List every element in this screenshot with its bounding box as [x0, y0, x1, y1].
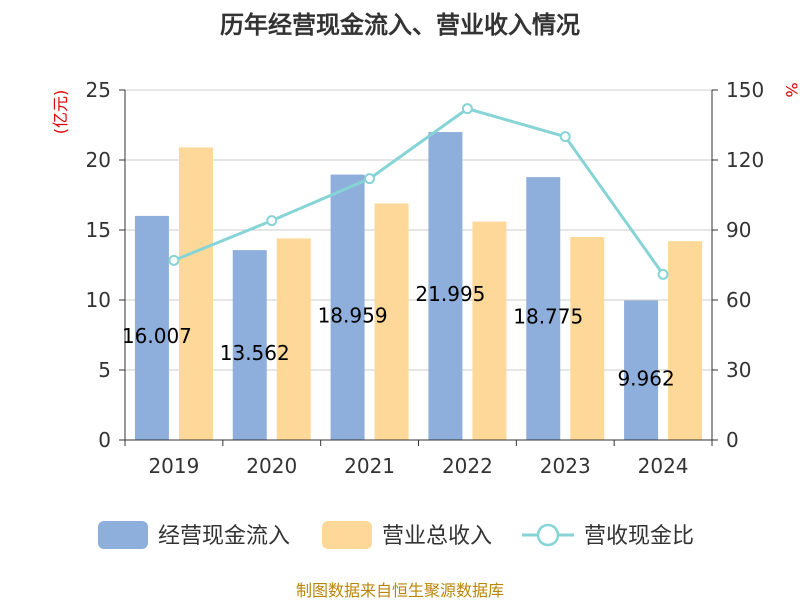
- cash-inflow-bar: [232, 250, 267, 440]
- left-tick-label: 20: [86, 148, 111, 172]
- right-tick-label: 90: [726, 218, 751, 242]
- right-axis-unit: %: [782, 82, 800, 97]
- x-tick-label: 2020: [246, 454, 297, 478]
- legend-label-cash-inflow: 经营现金流入: [158, 524, 290, 549]
- left-axis-unit: (亿元): [51, 90, 70, 135]
- cash-inflow-bar: [330, 174, 365, 440]
- legend: 经营现金流入 营业总收入 营收现金比: [98, 521, 694, 549]
- revenue-bar: [374, 203, 409, 440]
- x-tick-label: 2022: [442, 454, 493, 478]
- data-labels: 16.007 13.562 18.959 21.995 18.775 9.962: [122, 282, 675, 390]
- right-tick-label: 30: [726, 358, 751, 382]
- right-tick-label: 120: [726, 148, 764, 172]
- x-tick-label: 2024: [638, 454, 689, 478]
- cash-inflow-label: 9.962: [617, 366, 674, 390]
- left-tick-label: 25: [86, 78, 111, 102]
- ratio-line-path: [173, 107, 665, 276]
- cash-inflow-label: 18.775: [513, 305, 583, 329]
- right-tick-label: 0: [726, 428, 739, 452]
- right-tick-label: 60: [726, 288, 751, 312]
- bars: [134, 132, 703, 440]
- grid: [125, 89, 712, 371]
- left-tick-label: 15: [86, 218, 111, 242]
- left-tick-label: 0: [98, 428, 111, 452]
- ratio-point: [168, 254, 180, 266]
- legend-label-revenue: 营业总收入: [382, 524, 492, 549]
- legend-marker-ratio: [536, 523, 560, 547]
- legend-swatch-cash-inflow: [98, 521, 148, 549]
- revenue-bar: [570, 237, 605, 440]
- revenue-bar: [472, 221, 507, 440]
- x-tick-label: 2019: [148, 454, 199, 478]
- ratio-point: [364, 173, 376, 185]
- ratio-point: [461, 103, 473, 115]
- cash-inflow-bar: [624, 300, 659, 440]
- x-tick-label: 2023: [540, 454, 591, 478]
- ratio-point: [266, 215, 278, 227]
- right-tick-label: 150: [726, 78, 764, 102]
- ratio-point: [559, 131, 571, 143]
- cash-inflow-bar: [134, 215, 169, 440]
- revenue-bar: [178, 147, 213, 440]
- axes: 0 0 5 30 10 60 15 90 20 120 25 150 2019 2020 2021 2022 2…: [86, 78, 765, 478]
- ratio-point: [657, 268, 669, 280]
- revenue-bar: [668, 241, 703, 440]
- cash-inflow-bar: [526, 177, 561, 440]
- chart-title: 历年经营现金流入、营业收入情况: [220, 11, 580, 39]
- ratio-line: [168, 103, 669, 280]
- left-tick-label: 10: [86, 288, 111, 312]
- cash-inflow-label: 16.007: [122, 324, 192, 348]
- cash-inflow-bar: [428, 132, 463, 440]
- legend-label-ratio: 营收现金比: [584, 524, 694, 549]
- legend-swatch-revenue: [322, 521, 372, 549]
- cash-inflow-label: 13.562: [220, 341, 290, 365]
- source-note: 制图数据来自恒生聚源数据库: [296, 581, 504, 600]
- cash-inflow-label: 18.959: [318, 303, 388, 327]
- x-tick-label: 2021: [344, 454, 395, 478]
- cash-inflow-label: 21.995: [415, 282, 485, 306]
- revenue-bar: [276, 238, 311, 440]
- left-tick-label: 5: [98, 358, 111, 382]
